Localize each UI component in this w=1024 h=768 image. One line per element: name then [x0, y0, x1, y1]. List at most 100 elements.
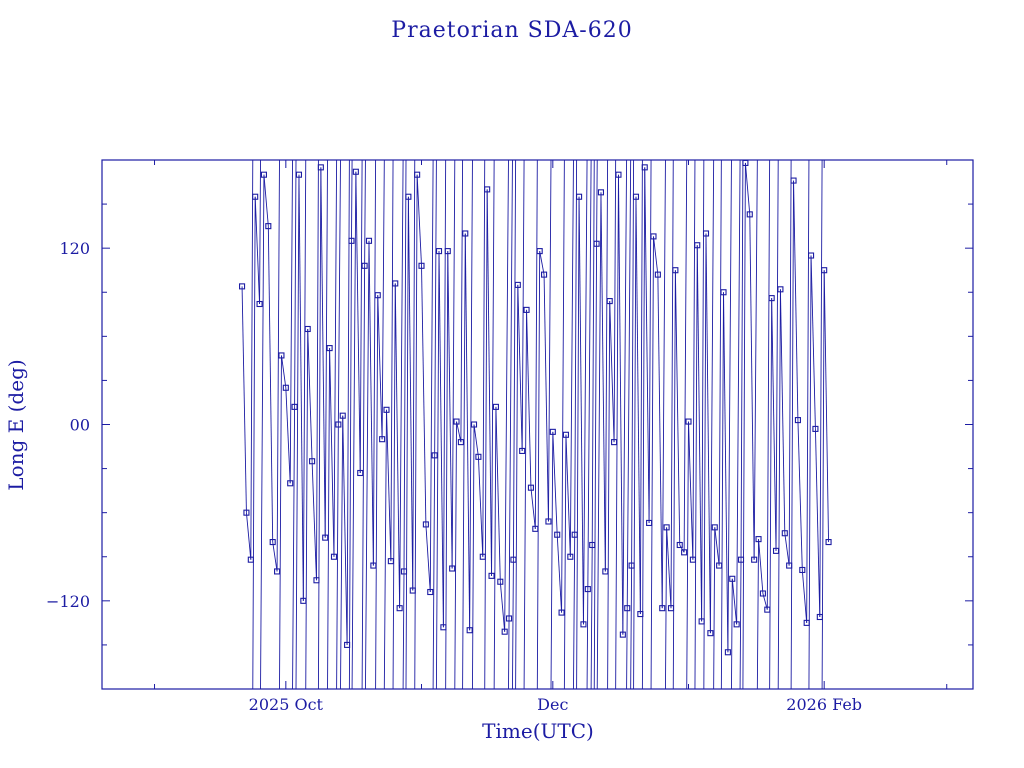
- data-point: [724, 649, 731, 656]
- data-point: [282, 384, 289, 391]
- data-point: [330, 553, 338, 560]
- series-segment: [381, 160, 387, 689]
- data-point: [484, 186, 491, 193]
- data-point: [514, 281, 521, 288]
- series-segment: [771, 298, 777, 551]
- series-segment: [403, 160, 409, 689]
- series-segment: [504, 160, 510, 689]
- data-point: [269, 539, 276, 546]
- data-point: [274, 568, 281, 575]
- series-segment: [372, 160, 379, 689]
- data-point: [672, 267, 679, 274]
- series-segment: [364, 160, 370, 689]
- x-tick-label: Dec: [537, 695, 568, 714]
- data-point: [571, 531, 578, 538]
- data-point: [440, 624, 447, 631]
- data-point: [602, 568, 609, 575]
- series-segment: [547, 160, 554, 689]
- data-point: [278, 352, 285, 359]
- data-point: [641, 164, 648, 171]
- series-segment: [316, 160, 322, 689]
- series-segment: [442, 160, 449, 689]
- data-point: [794, 417, 801, 424]
- series-segment: [495, 406, 501, 582]
- data-point: [400, 568, 408, 575]
- data-point: [427, 588, 434, 596]
- series-segment: [539, 251, 545, 275]
- series-segment: [810, 255, 816, 429]
- series-segment: [600, 192, 606, 572]
- data-point: [357, 469, 364, 477]
- series-segment: [740, 160, 746, 689]
- series-segment: [451, 160, 457, 689]
- data-point: [247, 556, 254, 563]
- data-point: [475, 453, 482, 460]
- series-segment: [477, 456, 484, 557]
- series-segment: [499, 581, 506, 632]
- y-tick-label: 120: [59, 239, 90, 258]
- series-segment: [561, 160, 567, 689]
- data-point: [243, 509, 250, 516]
- data-point: [479, 553, 486, 560]
- data-point: [685, 418, 692, 425]
- data-point: [790, 177, 797, 184]
- data-point: [764, 606, 771, 613]
- series-segment: [622, 160, 628, 689]
- data-point: [803, 619, 810, 626]
- data-point: [611, 439, 618, 446]
- data-point: [558, 609, 565, 616]
- series-segment: [552, 431, 558, 535]
- data-point: [344, 641, 351, 648]
- data-point: [348, 237, 355, 244]
- series-segment: [285, 387, 291, 484]
- data-point: [374, 292, 381, 299]
- series-segment: [705, 233, 711, 634]
- data-point: [606, 298, 613, 305]
- series-segment: [604, 160, 611, 689]
- series-segment: [263, 174, 269, 227]
- data-point: [497, 578, 504, 585]
- series-segment: [683, 160, 689, 689]
- data-point: [339, 412, 346, 419]
- series-segment: [779, 289, 786, 534]
- data-point: [646, 519, 653, 527]
- data-point: [409, 587, 416, 594]
- series-segment: [307, 328, 313, 462]
- series-segment: [801, 569, 808, 623]
- data-point: [313, 577, 320, 584]
- series-segment: [386, 409, 392, 562]
- data-point: [383, 406, 390, 413]
- data-point: [379, 436, 386, 443]
- data-point: [462, 230, 469, 237]
- series-segment: [793, 180, 799, 421]
- data-point: [812, 425, 819, 432]
- data-point: [523, 306, 530, 313]
- data-point: [488, 572, 495, 579]
- data-point: [567, 553, 574, 560]
- data-point: [361, 262, 368, 269]
- series-segment: [434, 160, 440, 689]
- x-tick-label: 2026 Feb: [786, 695, 862, 714]
- data-point: [628, 562, 635, 569]
- series-segment: [464, 233, 471, 631]
- data-point: [422, 521, 429, 528]
- data-point: [352, 168, 359, 175]
- series-segment: [609, 301, 615, 443]
- series-segment: [657, 274, 663, 609]
- data-point: [716, 562, 723, 569]
- series-segment: [718, 160, 724, 689]
- data-point: [759, 590, 766, 597]
- data-point: [392, 280, 399, 287]
- series-segment: [753, 160, 759, 689]
- series-segment: [491, 160, 497, 689]
- data-point: [799, 566, 806, 574]
- series-segment: [731, 578, 738, 625]
- series-segment: [701, 160, 707, 689]
- series-segment: [416, 174, 422, 266]
- data-point: [453, 418, 460, 425]
- series-segment: [324, 160, 331, 689]
- series-segment: [399, 160, 405, 689]
- series-segment: [626, 160, 633, 689]
- series-segment: [394, 283, 401, 609]
